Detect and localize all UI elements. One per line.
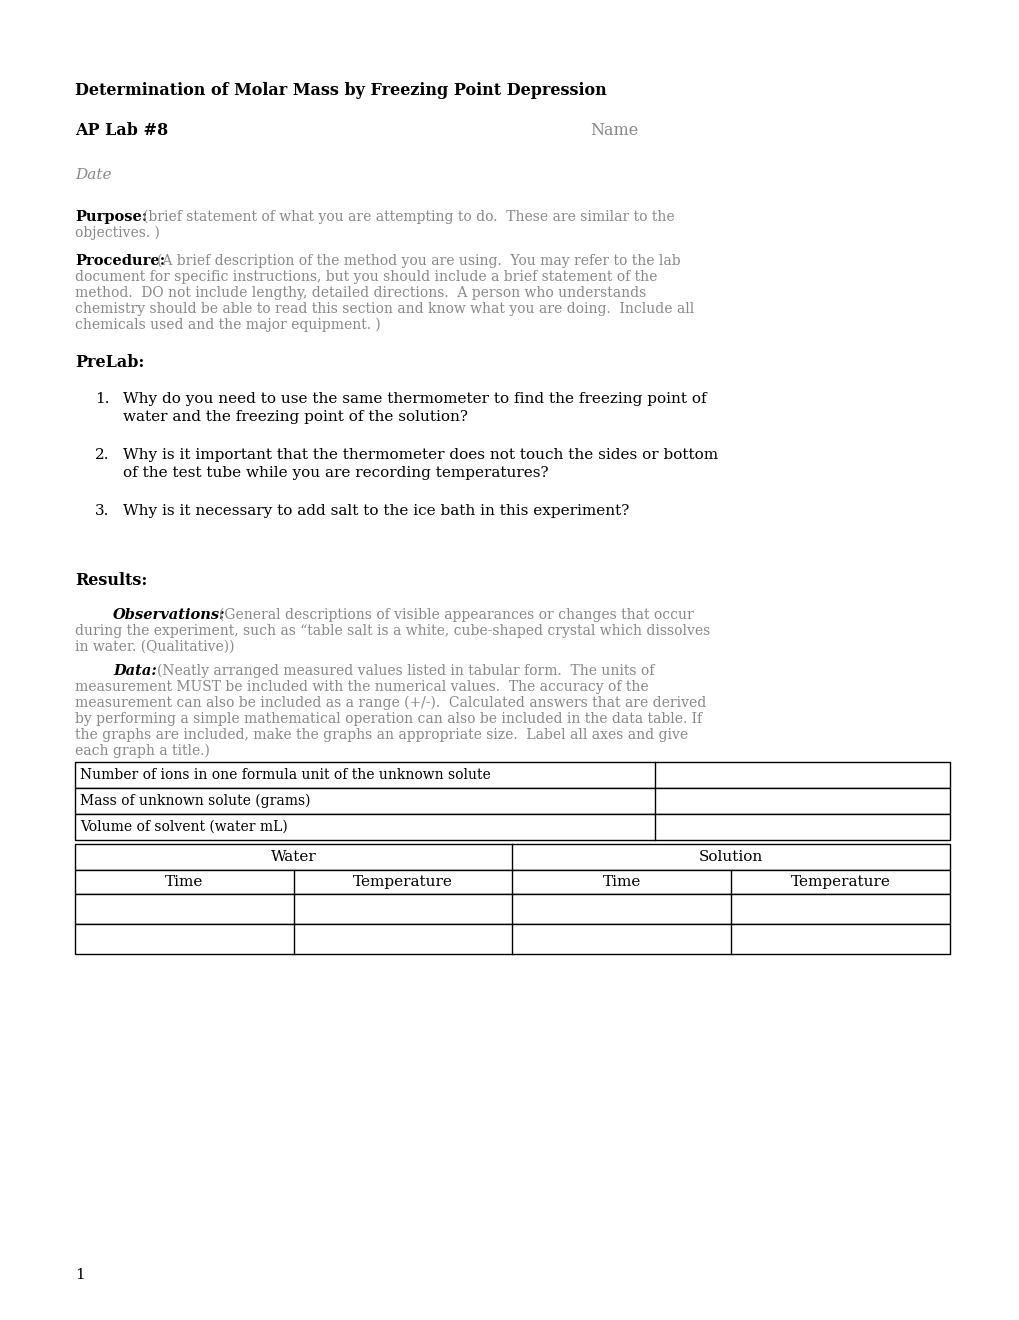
- Text: Why is it important that the thermometer does not touch the sides or bottom: Why is it important that the thermometer…: [123, 447, 717, 462]
- Text: Time: Time: [602, 875, 640, 888]
- Text: objectives. ): objectives. ): [75, 226, 160, 240]
- Text: Determination of Molar Mass by Freezing Point Depression: Determination of Molar Mass by Freezing …: [75, 82, 606, 99]
- Text: Purpose:: Purpose:: [75, 210, 147, 224]
- Text: 3.: 3.: [95, 504, 109, 517]
- Text: Name: Name: [589, 121, 638, 139]
- Text: Mass of unknown solute (grams): Mass of unknown solute (grams): [79, 793, 310, 808]
- Text: (General descriptions of visible appearances or changes that occur: (General descriptions of visible appeara…: [219, 609, 693, 623]
- Bar: [75, 924, 949, 954]
- Text: 1.: 1.: [95, 392, 109, 407]
- Text: the graphs are included, make the graphs an appropriate size.  Label all axes an: the graphs are included, make the graphs…: [75, 729, 688, 742]
- Text: Why is it necessary to add salt to the ice bath in this experiment?: Why is it necessary to add salt to the i…: [123, 504, 629, 517]
- Text: Procedure:: Procedure:: [75, 253, 165, 268]
- Text: during the experiment, such as “table salt is a white, cube-shaped crystal which: during the experiment, such as “table sa…: [75, 624, 709, 638]
- Text: (brief statement of what you are attempting to do.  These are similar to the: (brief statement of what you are attempt…: [143, 210, 674, 224]
- Text: Temperature: Temperature: [790, 875, 890, 888]
- Bar: [75, 870, 949, 894]
- Text: Water: Water: [271, 850, 316, 865]
- Text: water and the freezing point of the solution?: water and the freezing point of the solu…: [123, 411, 468, 424]
- Text: chemicals used and the major equipment. ): chemicals used and the major equipment. …: [75, 318, 380, 333]
- Text: of the test tube while you are recording temperatures?: of the test tube while you are recording…: [123, 466, 548, 480]
- Text: measurement MUST be included with the numerical values.  The accuracy of the: measurement MUST be included with the nu…: [75, 680, 648, 694]
- Text: Number of ions in one formula unit of the unknown solute: Number of ions in one formula unit of th…: [79, 768, 490, 781]
- Text: (A brief description of the method you are using.  You may refer to the lab: (A brief description of the method you a…: [157, 253, 680, 268]
- Text: chemistry should be able to read this section and know what you are doing.  Incl: chemistry should be able to read this se…: [75, 302, 694, 315]
- Text: 2.: 2.: [95, 447, 109, 462]
- Text: 1: 1: [75, 1269, 85, 1282]
- Text: (Neatly arranged measured values listed in tabular form.  The units of: (Neatly arranged measured values listed …: [157, 664, 654, 678]
- Bar: [75, 894, 949, 924]
- Text: Temperature: Temperature: [353, 875, 452, 888]
- Text: method.  DO not include lengthy, detailed directions.  A person who understands: method. DO not include lengthy, detailed…: [75, 286, 646, 300]
- Bar: [75, 788, 949, 814]
- Text: PreLab:: PreLab:: [75, 354, 145, 371]
- Text: document for specific instructions, but you should include a brief statement of : document for specific instructions, but …: [75, 271, 656, 284]
- Text: Data:: Data:: [113, 664, 157, 678]
- Text: Date: Date: [75, 168, 111, 182]
- Text: in water. (Qualitative)): in water. (Qualitative)): [75, 640, 234, 653]
- Text: Time: Time: [165, 875, 204, 888]
- Text: Solution: Solution: [698, 850, 762, 865]
- Text: Why do you need to use the same thermometer to find the freezing point of: Why do you need to use the same thermome…: [123, 392, 706, 407]
- Bar: [75, 843, 949, 870]
- Text: measurement can also be included as a range (+/-).  Calculated answers that are : measurement can also be included as a ra…: [75, 696, 705, 710]
- Text: Results:: Results:: [75, 572, 147, 589]
- Text: Observations:: Observations:: [113, 609, 225, 622]
- Text: AP Lab #8: AP Lab #8: [75, 121, 168, 139]
- Bar: [75, 762, 949, 788]
- Text: Volume of solvent (water mL): Volume of solvent (water mL): [79, 820, 287, 834]
- Text: each graph a title.): each graph a title.): [75, 744, 210, 759]
- Text: by performing a simple mathematical operation can also be included in the data t: by performing a simple mathematical oper…: [75, 711, 701, 726]
- Bar: [75, 814, 949, 840]
